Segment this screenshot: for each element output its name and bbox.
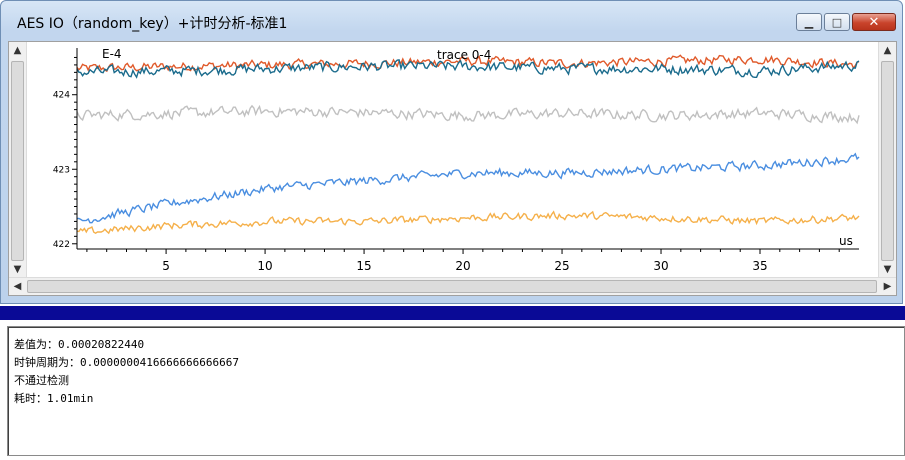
- scroll-down-icon[interactable]: ▼: [13, 264, 22, 275]
- x-tick-label: 25: [554, 259, 569, 273]
- scrollbar-thumb[interactable]: [11, 61, 24, 261]
- y-exponent-label: E-4: [102, 47, 122, 61]
- series-line-0: [76, 54, 860, 73]
- scroll-right-icon[interactable]: ▶: [883, 281, 892, 292]
- log-line-elapsed: 耗时：1.01min: [14, 392, 94, 405]
- y-tick-label: 422: [53, 240, 70, 250]
- series-line-3: [77, 152, 860, 224]
- right-vertical-scrollbar[interactable]: ▲ ▼: [878, 42, 896, 278]
- x-tick-label: 35: [752, 259, 767, 273]
- left-vertical-scrollbar[interactable]: ▲ ▼: [9, 42, 27, 278]
- chart-panel: ▲ ▼ 5 10 15 20 25 30 35 422 423 424 E-4 trace 0-4 us…: [8, 41, 897, 296]
- scroll-up-icon[interactable]: ▲: [13, 45, 22, 56]
- chart-title: trace 0-4: [437, 48, 491, 62]
- scrollbar-thumb[interactable]: [27, 280, 877, 293]
- x-unit-label: us: [839, 234, 853, 248]
- scroll-down-icon[interactable]: ▼: [883, 264, 892, 275]
- close-button[interactable]: ✕: [852, 13, 896, 31]
- series-line-2: [76, 104, 860, 125]
- scroll-left-icon[interactable]: ◀: [13, 281, 22, 292]
- maximize-button[interactable]: □: [824, 13, 850, 31]
- x-tick-label: 30: [653, 259, 668, 273]
- series-line-4: [76, 210, 860, 235]
- main-window: AES IO（random_key）+计时分析-标准1 ▁ □ ✕ ▲ ▼ 5 1…: [0, 0, 903, 304]
- x-tick-label: 10: [257, 259, 272, 273]
- log-line-difference: 差值为：0.00020822440: [14, 338, 145, 351]
- y-tick-label: 424: [53, 91, 70, 101]
- minimize-button[interactable]: ▁: [796, 13, 822, 31]
- y-tick-label: 423: [53, 165, 70, 175]
- x-tick-label: 15: [356, 259, 371, 273]
- output-log: 差值为：0.00020822440 时钟周期为：0.00000004166666…: [7, 326, 905, 456]
- x-tick-label: 20: [455, 259, 470, 273]
- log-line-result: 不通过检测: [14, 374, 69, 387]
- scroll-up-icon[interactable]: ▲: [883, 45, 892, 56]
- trace-chart: 5 10 15 20 25 30 35 422 423 424 E-4 trace 0-4 us: [53, 47, 860, 273]
- log-line-clock-period: 时钟周期为：0.0000000416666666666667: [14, 356, 239, 369]
- series-line-1: [76, 59, 860, 79]
- caption-buttons: ▁ □ ✕: [796, 13, 896, 31]
- window-title: AES IO（random_key）+计时分析-标准1: [17, 16, 288, 32]
- splitter-bar[interactable]: [0, 306, 905, 320]
- scrollbar-thumb[interactable]: [881, 61, 894, 261]
- horizontal-scrollbar[interactable]: ◀ ▶: [9, 277, 896, 295]
- x-tick-label: 5: [162, 259, 170, 273]
